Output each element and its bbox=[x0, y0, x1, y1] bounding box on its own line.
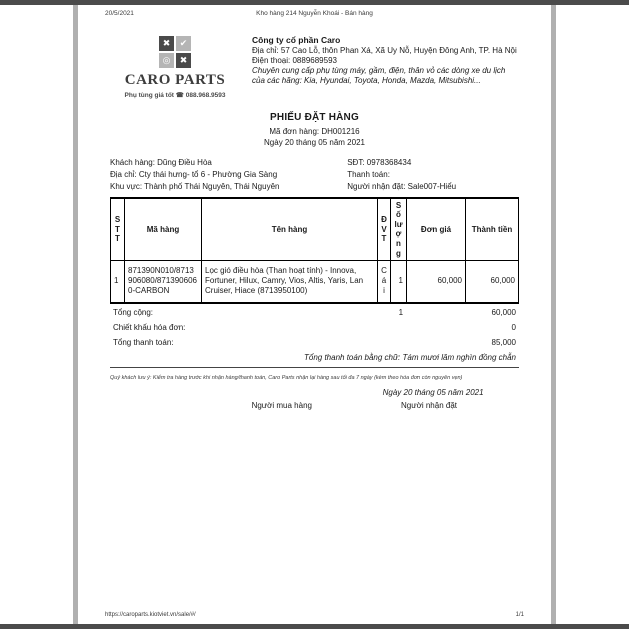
items-table: STT Mã hàng Tên hàng ĐVT Số lượng Đơn gi… bbox=[110, 196, 519, 305]
viewer-top-bar bbox=[0, 0, 629, 5]
logo-brand-name: CARO PARTS bbox=[124, 72, 226, 88]
discount-qty bbox=[390, 321, 406, 336]
discount-amount: 0 bbox=[511, 323, 516, 333]
customer-region: Khu vực: Thành phố Thái Nguyên, Thái Ngu… bbox=[110, 181, 280, 191]
customer-order-taker: Người nhận đặt: Sale007-Hiểu bbox=[347, 181, 457, 191]
item-qty: 1 bbox=[390, 260, 407, 304]
grand-total-amount: 85,000 bbox=[491, 337, 516, 347]
section-divider bbox=[110, 366, 519, 368]
company-logo: ✖ ✔ ◎ ✖ CARO PARTS Phụ tùng giá tốt ☎ 08… bbox=[110, 35, 240, 99]
item-code: 871390N010/8713906080/8713906060-CARBON bbox=[124, 260, 202, 304]
header-name: Tên hàng bbox=[201, 197, 378, 262]
header-code: Mã hàng bbox=[124, 197, 202, 262]
page-number: 1/1 bbox=[515, 612, 524, 618]
header-qty: Số lượng bbox=[390, 197, 407, 262]
phone-icon: ☎ bbox=[175, 92, 184, 99]
company-address: Địa chỉ: 57 Cao Lỗ, thôn Phan Xá, Xã Uy … bbox=[252, 45, 517, 55]
customer-payment: Thanh toán: bbox=[347, 169, 390, 179]
customer-name: Khách hàng: Dũng Điều Hòa bbox=[110, 157, 212, 167]
print-footer-url: https://caroparts.kiotviet.vn/sale/#/ bbox=[105, 612, 196, 618]
customer-phone: SĐT: 0978368434 bbox=[347, 157, 412, 167]
customer-left-column: Khách hàng: Dũng Điều Hòa Địa chỉ: Cty t… bbox=[110, 157, 347, 193]
customer-section: Khách hàng: Dũng Điều Hòa Địa chỉ: Cty t… bbox=[110, 157, 519, 193]
viewer-bottom-bar bbox=[0, 624, 629, 629]
item-name: Lọc gió điều hòa (Than hoạt tính) - Inno… bbox=[201, 260, 378, 304]
logo-phone-number: 088.968.9593 bbox=[185, 92, 226, 99]
header-price: Đơn giá bbox=[406, 197, 466, 262]
amount-in-words: Tổng thanh toán bằng chữ: Tám mươi lăm n… bbox=[304, 352, 516, 362]
customer-notice: Quý khách lưu ý: Kiểm tra hàng trước khi… bbox=[110, 374, 463, 381]
item-stt: 1 bbox=[110, 260, 125, 304]
total-amount: 60,000 bbox=[491, 308, 516, 318]
wrench-icon: ✖ bbox=[176, 53, 191, 68]
discount-label: Chiết khấu hóa đơn: bbox=[113, 323, 186, 333]
print-header-title: Kho hàng 214 Nguyễn Khoái - Bán hàng bbox=[256, 10, 373, 17]
item-amount: 60,000 bbox=[465, 260, 519, 304]
total-qty: 1 bbox=[398, 308, 404, 318]
grand-total-label: Tổng thanh toán: bbox=[113, 337, 174, 347]
company-section: ✖ ✔ ◎ ✖ CARO PARTS Phụ tùng giá tốt ☎ 08… bbox=[110, 35, 519, 99]
total-row: Tổng cộng: 1 60,000 bbox=[110, 306, 519, 321]
table-row: 1 871390N010/8713906080/8713906060-CARBO… bbox=[110, 260, 519, 304]
signature-date: Ngày 20 tháng 05 năm 2021 bbox=[382, 387, 484, 397]
order-title: PHIẾU ĐẶT HÀNG bbox=[270, 112, 359, 123]
tools-icon: ✖ bbox=[159, 36, 174, 51]
header-stt: STT bbox=[110, 197, 125, 262]
invoice-page: 20/5/2021 Kho hàng 214 Nguyễn Khoái - Bá… bbox=[73, 5, 556, 624]
company-phone: Điện thoại: 0889689593 bbox=[252, 55, 337, 65]
item-unit: Cái bbox=[377, 260, 391, 304]
order-date: Ngày 20 tháng 05 năm 2021 bbox=[264, 138, 365, 148]
company-info: Công ty cổ phần Caro Địa chỉ: 57 Cao Lỗ,… bbox=[240, 35, 519, 99]
logo-tagline-text: Phụ tùng giá tốt bbox=[124, 92, 174, 99]
grand-total-qty bbox=[390, 336, 406, 351]
company-description: Chuyên cung cấp phụ tùng máy, gầm, điện,… bbox=[252, 65, 506, 85]
logo-tagline: Phụ tùng giá tốt ☎ 088.968.9593 bbox=[110, 91, 240, 99]
customer-address: Địa chỉ: Cty thái hưng- tổ 6 - Phường Gi… bbox=[110, 169, 278, 179]
header-amount: Thành tiền bbox=[465, 197, 519, 262]
totals-table: Tổng cộng: 1 60,000 Chiết khấu hóa đơn: … bbox=[110, 306, 519, 350]
discount-row: Chiết khấu hóa đơn: 0 bbox=[110, 321, 519, 336]
logo-icon-grid: ✖ ✔ ◎ ✖ bbox=[110, 36, 240, 68]
total-label: Tổng cộng: bbox=[113, 308, 154, 318]
items-header-row: STT Mã hàng Tên hàng ĐVT Số lượng Đơn gi… bbox=[110, 197, 519, 262]
header-unit: ĐVT bbox=[377, 197, 391, 262]
print-header: 20/5/2021 Kho hàng 214 Nguyễn Khoái - Bá… bbox=[78, 5, 551, 20]
company-name: Công ty cổ phần Caro bbox=[252, 35, 341, 45]
check-icon: ✔ bbox=[176, 36, 191, 51]
item-price: 60,000 bbox=[406, 260, 466, 304]
grand-total-row: Tổng thanh toán: 85,000 bbox=[110, 336, 519, 351]
target-icon: ◎ bbox=[159, 53, 174, 68]
print-header-date: 20/5/2021 bbox=[105, 10, 134, 17]
buyer-signature-label: Người mua hàng bbox=[251, 400, 312, 410]
signature-section: Ngày 20 tháng 05 năm 2021 Người mua hàng… bbox=[110, 388, 519, 438]
receiver-signature-label: Người nhận đặt bbox=[401, 400, 457, 410]
customer-right-column: SĐT: 0978368434 Thanh toán: Người nhận đ… bbox=[347, 157, 519, 193]
invoice-content: ✖ ✔ ◎ ✖ CARO PARTS Phụ tùng giá tốt ☎ 08… bbox=[78, 35, 551, 438]
order-header: PHIẾU ĐẶT HÀNG Mã đơn hàng: DH001216 Ngà… bbox=[110, 111, 519, 149]
order-code: Mã đơn hàng: DH001216 bbox=[269, 126, 360, 136]
print-footer: https://caroparts.kiotviet.vn/sale/#/ 1/… bbox=[105, 612, 524, 618]
